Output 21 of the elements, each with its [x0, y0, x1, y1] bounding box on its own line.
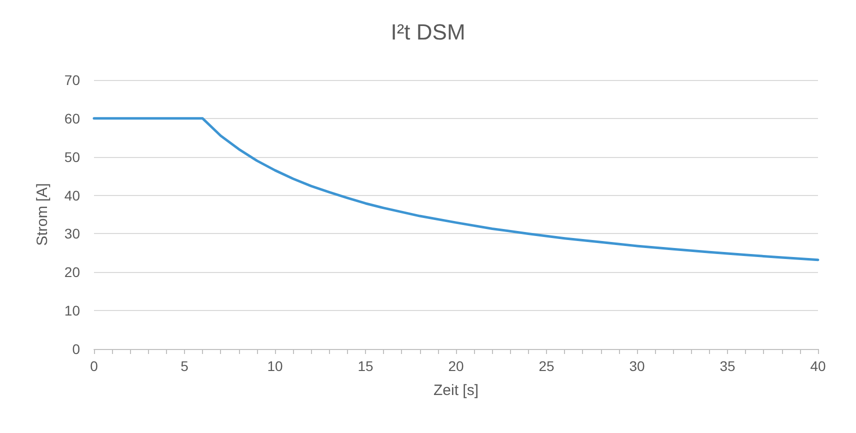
x-axis-title: Zeit [s]	[433, 382, 479, 399]
y-tick-label: 30	[64, 226, 80, 242]
x-tick-label: 35	[720, 358, 736, 374]
y-tick-label: 40	[64, 187, 80, 204]
chart-title: I²t DSM	[390, 20, 466, 44]
x-tick-label: 30	[629, 358, 645, 374]
y-tick-label: 60	[64, 110, 80, 126]
line-series	[92, 117, 820, 262]
y-tick-label: 10	[64, 302, 80, 319]
x-tick-label: 5	[180, 358, 189, 374]
x-tick-label: 25	[538, 358, 554, 374]
y-axis-title: Strom [A]	[34, 183, 51, 246]
x-tick-label: 20	[448, 358, 464, 374]
x-tick-label: 15	[358, 358, 374, 374]
y-tick-label: 50	[64, 148, 80, 165]
y-tick-label: 70	[64, 72, 80, 88]
y-tick-label: 0	[72, 341, 80, 357]
x-tick-label: 40	[810, 358, 826, 374]
x-tick-label: 0	[90, 358, 98, 374]
x-tick-label: 10	[267, 358, 283, 374]
y-tick-label: 20	[64, 264, 80, 280]
